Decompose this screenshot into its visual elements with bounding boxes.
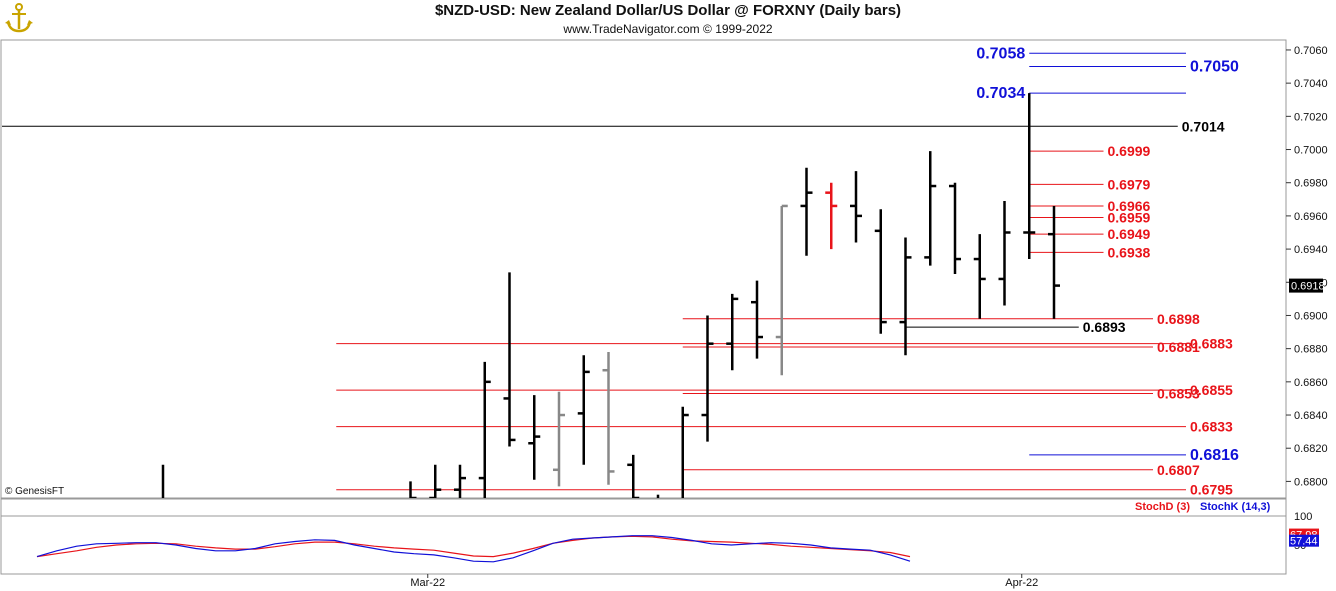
ohlc-bar xyxy=(825,182,838,250)
stoch-legend-entry: StochD (3) xyxy=(1135,501,1190,513)
price-tick-label: 0.7040 xyxy=(1294,78,1328,90)
level-label: 0.7050 xyxy=(1190,59,1239,76)
chart-subtitle: www.TradeNavigator.com © 1999-2022 xyxy=(563,22,773,36)
price-tick-label: 0.7020 xyxy=(1294,111,1328,123)
ohlc-bar xyxy=(701,315,714,442)
stoch-tick-label: 100 xyxy=(1294,511,1312,523)
ohlc-bar xyxy=(161,464,165,498)
price-tick-label: 0.6860 xyxy=(1294,377,1328,389)
level-label: 0.7034 xyxy=(976,85,1025,102)
ohlc-bar xyxy=(380,498,392,564)
ohlc-bar xyxy=(454,464,466,498)
price-tick-label: 0.7060 xyxy=(1294,45,1328,57)
anchor-logo-icon xyxy=(5,3,33,33)
stoch-legend-entry: StochK (14,3) xyxy=(1200,501,1271,513)
stoch-line xyxy=(36,535,911,563)
chart-title: $NZD-USD: New Zealand Dollar/US Dollar @… xyxy=(434,2,902,19)
ohlc-bar xyxy=(256,498,268,591)
date-axis: Mar-22 Apr-22 xyxy=(410,574,1038,589)
level-label: 0.6979 xyxy=(1108,176,1151,192)
ohlc-bar xyxy=(429,464,442,498)
level-label: 0.6881 xyxy=(1157,339,1200,355)
ohlc-bar xyxy=(949,182,961,274)
chart-frame xyxy=(0,39,1287,575)
date-tick-label: Mar-22 xyxy=(410,577,445,589)
ohlc-bar xyxy=(478,361,491,498)
ohlc-bar xyxy=(182,523,194,591)
ohlc-bar xyxy=(998,200,1011,306)
ohlc-bar xyxy=(503,272,516,447)
ohlc-bar xyxy=(207,515,219,591)
ohlc-bar xyxy=(330,498,342,581)
price-tick-label: 0.6880 xyxy=(1294,344,1328,356)
ohlc-bar xyxy=(874,209,887,334)
ohlc-bar xyxy=(656,494,660,498)
level-label: 0.7058 xyxy=(976,45,1025,62)
level-label: 0.6795 xyxy=(1190,482,1233,498)
level-label: 0.6898 xyxy=(1157,311,1200,327)
ohlc-bar xyxy=(306,498,318,591)
ohlc-bar xyxy=(528,395,541,480)
ohlc-bar xyxy=(1023,93,1036,260)
price-axis: 0.7060 0.7040 0.7020 0.7000 0.6980 0.6960 0.69… xyxy=(1286,45,1328,488)
ohlc-bar xyxy=(924,151,937,266)
last-price-label: 0.6918 xyxy=(1291,281,1325,293)
ohlc-bar xyxy=(973,234,986,319)
level-label: 0.6855 xyxy=(1190,382,1233,398)
ohlc-bar xyxy=(577,355,590,465)
price-tick-label: 0.6940 xyxy=(1294,244,1328,256)
price-bars xyxy=(161,93,1060,591)
ohlc-bar xyxy=(1048,205,1060,319)
level-label: 0.6893 xyxy=(1083,319,1126,335)
last-price-badge xyxy=(1289,278,1323,293)
ohlc-bar xyxy=(800,167,813,256)
stoch-panel-border xyxy=(0,498,1287,575)
price-tick-label: 0.6980 xyxy=(1294,178,1328,190)
ohlc-bar xyxy=(751,280,763,359)
level-label: 0.6807 xyxy=(1157,462,1200,478)
ohlc-bar xyxy=(775,204,788,376)
stoch-value-badge xyxy=(1289,534,1319,547)
logo xyxy=(4,2,34,34)
price-tick-label: 0.7000 xyxy=(1294,145,1328,157)
ohlc-bar xyxy=(553,391,565,487)
ohlc-bar xyxy=(850,171,862,243)
ohlc-bar xyxy=(899,237,912,356)
price-tick-label: 0.6820 xyxy=(1294,443,1328,455)
level-label: 0.6883 xyxy=(1190,336,1233,352)
ohlc-bar xyxy=(681,406,689,498)
price-panel-border xyxy=(0,39,1287,499)
price-tick-label: 0.6900 xyxy=(1294,310,1328,322)
level-label: 0.6816 xyxy=(1190,447,1239,464)
level-label: 0.6938 xyxy=(1108,244,1151,260)
ohlc-bar xyxy=(355,515,367,581)
price-tick-label: 0.6800 xyxy=(1294,476,1328,488)
stoch-line xyxy=(36,535,911,558)
date-tick-label: Apr-22 xyxy=(1005,577,1038,589)
level-label: 0.6833 xyxy=(1190,419,1233,435)
level-label: 0.7014 xyxy=(1182,118,1225,134)
level-label: 0.6853 xyxy=(1157,385,1200,401)
ohlc-bar xyxy=(726,293,739,371)
ohlc-bar xyxy=(602,351,615,485)
level-label: 0.6949 xyxy=(1108,226,1151,242)
level-label: 0.6966 xyxy=(1108,198,1151,214)
ohlc-bar xyxy=(409,481,417,498)
price-tick-label: 0.6960 xyxy=(1294,211,1328,223)
level-label: 0.6959 xyxy=(1108,210,1151,226)
copyright-label: © GenesisFT xyxy=(5,486,65,497)
level-label: 0.6999 xyxy=(1108,143,1151,159)
stochastic-panel: 10050StochD (3)StochK (14,3)67.9857.44 xyxy=(1,501,1319,563)
price-levels: 0.7058 0.7050 0.7034 0.7014 0.6999 0.6979 0.69… xyxy=(2,45,1239,498)
ohlc-bar xyxy=(627,454,640,498)
price-tick-label: 0.6840 xyxy=(1294,410,1328,422)
stoch-value-label: 57.44 xyxy=(1290,536,1318,548)
